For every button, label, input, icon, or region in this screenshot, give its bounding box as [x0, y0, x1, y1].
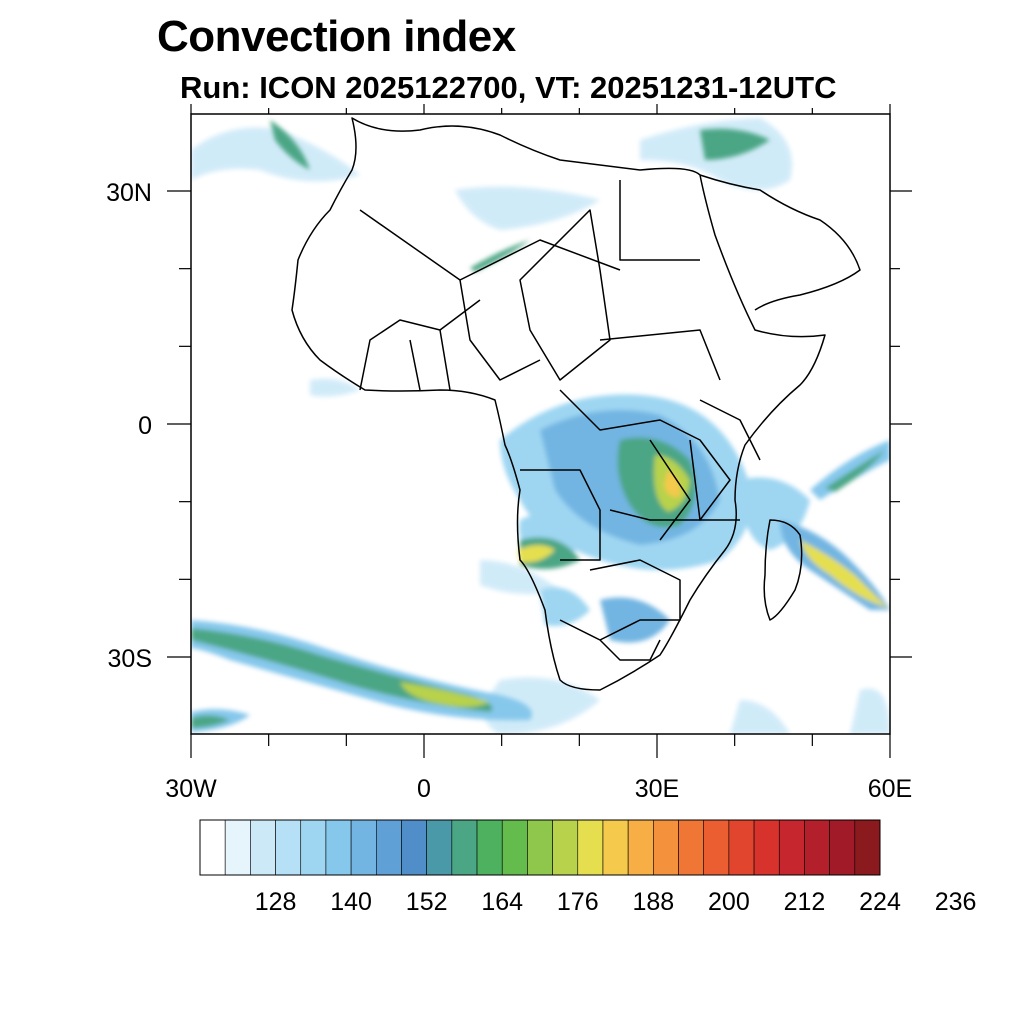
colorbar-swatch	[854, 819, 881, 876]
x-label-0: 0	[417, 775, 431, 803]
colorbar-tick-label: 164	[481, 888, 524, 916]
colorbar-tick-label: 176	[556, 888, 599, 916]
y-label-30n: 30N	[106, 179, 152, 207]
x-label-60e: 60E	[868, 775, 912, 803]
colorbar-swatch	[703, 819, 730, 876]
colorbar-swatch	[602, 819, 629, 876]
colorbar-swatch	[552, 819, 579, 876]
colorbar-swatch	[250, 819, 276, 876]
colorbar-swatch	[451, 819, 478, 876]
colorbar-tick-label: 212	[783, 888, 826, 916]
colorbar-swatch	[476, 819, 503, 876]
colorbar-swatch	[753, 819, 780, 876]
colorbar-swatch	[375, 819, 402, 876]
colorbar-swatch	[350, 819, 377, 876]
colorbar-swatch	[275, 819, 302, 876]
colorbar-swatch	[501, 819, 528, 876]
y-label-30s: 30S	[108, 645, 152, 673]
colorbar-swatch	[778, 819, 805, 876]
x-label-30w: 30W	[165, 775, 217, 803]
convection-field	[191, 118, 890, 734]
colorbar-tick-label: 200	[708, 888, 750, 916]
colorbar-tick-label: 152	[405, 888, 448, 916]
colorbar-swatch	[300, 819, 327, 876]
colorbar-swatch	[653, 819, 679, 876]
colorbar-swatch	[426, 819, 453, 876]
colorbar-swatch	[199, 819, 226, 876]
y-axis-ticks	[167, 190, 912, 658]
colorbar-swatch	[577, 819, 604, 876]
colorbar-swatch	[728, 819, 755, 876]
colorbar-swatch	[678, 819, 705, 876]
colorbar-swatch	[325, 819, 352, 876]
colorbar-tick-label: 188	[632, 888, 675, 916]
coastlines	[291, 117, 861, 691]
x-label-30e: 30E	[635, 775, 679, 803]
colorbar-swatch	[527, 819, 553, 876]
x-axis-ticks	[190, 104, 891, 758]
colorbar-swatch	[627, 819, 654, 876]
colorbar-tick-label: 128	[254, 888, 297, 916]
y-label-0: 0	[138, 412, 152, 440]
colorbar-frame	[199, 819, 881, 876]
colorbar-tick-label: 224	[859, 888, 901, 916]
colorbar-swatch	[829, 819, 856, 876]
map-subtitle: Run: ICON 2025122700, VT: 20251231-12UTC	[180, 70, 837, 105]
map-title: Convection index	[157, 12, 516, 61]
colorbar-tick-label: 236	[934, 888, 977, 916]
colorbar-tick-label: 140	[330, 888, 372, 916]
colorbar-swatch	[224, 819, 251, 876]
colorbar-swatch	[401, 819, 427, 876]
colorbar-swatch	[804, 819, 830, 876]
colorbar	[199, 819, 881, 876]
